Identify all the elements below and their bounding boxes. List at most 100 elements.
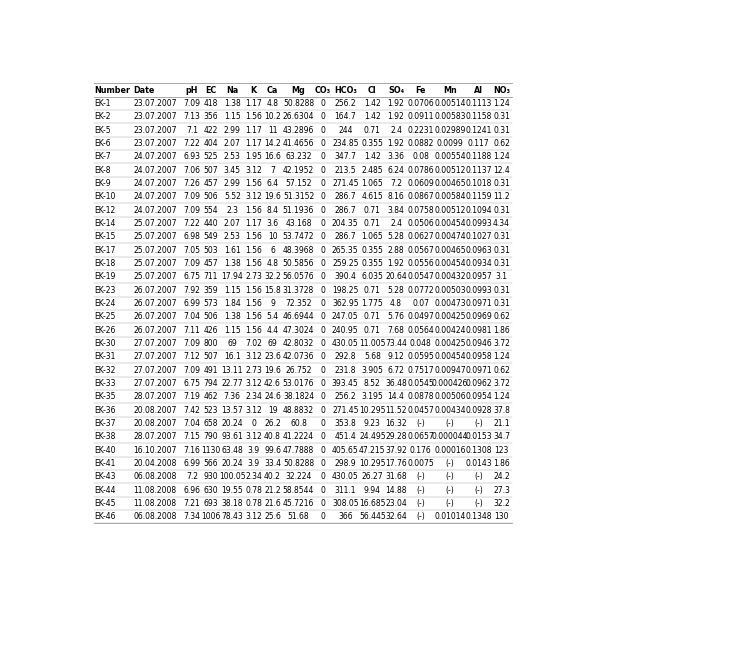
Text: 353.8: 353.8 [334,419,356,428]
Text: 21.2: 21.2 [264,486,281,495]
Text: 503: 503 [204,245,219,255]
Text: 31.3728: 31.3728 [283,286,314,295]
Text: 9.94: 9.94 [364,486,381,495]
Text: 3.12: 3.12 [245,512,262,521]
Text: 1130: 1130 [202,446,221,455]
Text: 286.7: 286.7 [334,233,356,242]
Text: 0.71: 0.71 [364,326,381,335]
Text: 53.0176: 53.0176 [283,379,314,388]
Text: 2.73: 2.73 [245,366,262,375]
Text: 20.24: 20.24 [222,419,243,428]
Text: Number: Number [94,86,130,95]
Text: 462: 462 [204,392,218,401]
Text: 1.17: 1.17 [245,99,262,108]
Text: 25.07.2007: 25.07.2007 [133,272,177,281]
Text: 51.1936: 51.1936 [283,205,314,214]
Text: 0.00514: 0.00514 [434,99,466,108]
Text: 93.61: 93.61 [222,432,243,441]
Text: 573: 573 [204,299,219,308]
Text: 7.22: 7.22 [184,219,200,228]
Text: 40.8: 40.8 [264,432,281,441]
Text: 1.17: 1.17 [245,139,262,148]
Text: 0.71: 0.71 [364,286,381,295]
Text: 0.00554: 0.00554 [434,152,466,162]
Text: 2.07: 2.07 [224,219,241,228]
Text: 47.215: 47.215 [359,446,386,455]
Text: 259.25: 259.25 [332,259,358,268]
Text: 19.55: 19.55 [222,486,243,495]
Text: 1.56: 1.56 [245,259,262,268]
Text: 0.1113: 0.1113 [465,99,492,108]
Text: 0.0878: 0.0878 [407,392,434,401]
Text: 1.42: 1.42 [364,112,381,121]
Text: 7: 7 [270,165,275,174]
Text: 0.0969: 0.0969 [465,312,492,321]
Text: 14.2: 14.2 [264,139,281,148]
Text: 430.05: 430.05 [332,339,358,348]
Text: 0.71: 0.71 [364,219,381,228]
Text: 800: 800 [204,339,218,348]
Text: (-): (-) [474,486,483,495]
Text: 29.28: 29.28 [385,432,407,441]
Text: 0: 0 [321,432,325,441]
Text: 7.16: 7.16 [184,446,200,455]
Text: 422: 422 [204,126,218,134]
Text: 0: 0 [321,193,325,202]
Text: 790: 790 [204,432,219,441]
Text: 21.1: 21.1 [493,419,510,428]
Text: 204.35: 204.35 [332,219,358,228]
Text: 51.68: 51.68 [288,512,309,521]
Text: 0.0993: 0.0993 [465,219,492,228]
Text: 53.7472: 53.7472 [283,233,314,242]
Text: 0.0786: 0.0786 [407,165,434,174]
Text: 1.24: 1.24 [493,152,510,162]
Text: 48.8832: 48.8832 [283,406,314,415]
Text: 23.07.2007: 23.07.2007 [133,126,177,134]
Text: 0.31: 0.31 [493,205,510,214]
Text: 7.06: 7.06 [183,165,201,174]
Text: 1.56: 1.56 [245,179,262,188]
Text: 26.07.2007: 26.07.2007 [133,286,177,295]
Text: 491: 491 [204,366,218,375]
Text: 24.2: 24.2 [493,472,510,481]
Text: 34.7: 34.7 [493,432,510,441]
Text: 0.00473: 0.00473 [434,299,466,308]
Text: 3.72: 3.72 [493,339,510,348]
Text: 1.38: 1.38 [224,99,241,108]
Text: EK-19: EK-19 [94,272,116,281]
Text: 8.52: 8.52 [364,379,381,388]
Text: 11.08.2008: 11.08.2008 [133,486,176,495]
Text: 0: 0 [321,272,325,281]
Text: 0: 0 [321,366,325,375]
Text: 23.04: 23.04 [385,499,407,508]
Text: 7.09: 7.09 [183,366,201,375]
Text: 0.00434: 0.00434 [434,406,466,415]
Text: 43.2896: 43.2896 [283,126,314,134]
Text: 27.07.2007: 27.07.2007 [133,352,177,361]
Text: 25.07.2007: 25.07.2007 [133,219,177,228]
Text: 16.1: 16.1 [224,352,241,361]
Text: 8.16: 8.16 [388,193,404,202]
Text: 1.15: 1.15 [224,112,241,121]
Text: 6: 6 [270,245,275,255]
Text: 7.1: 7.1 [186,126,198,134]
Text: 0.71: 0.71 [364,126,381,134]
Text: 2.34: 2.34 [245,392,262,401]
Text: 6.035: 6.035 [361,272,383,281]
Text: 693: 693 [204,499,219,508]
Text: 0: 0 [321,205,325,214]
Text: 16.10.2007: 16.10.2007 [133,446,177,455]
Text: 17.76: 17.76 [385,459,407,468]
Text: 0: 0 [321,379,325,388]
Text: 240.95: 240.95 [332,326,358,335]
Text: 6.99: 6.99 [183,299,201,308]
Text: 0.31: 0.31 [493,245,510,255]
Text: 06.08.2008: 06.08.2008 [133,512,177,521]
Text: 14.4: 14.4 [388,392,405,401]
Text: 405.65: 405.65 [332,446,358,455]
Text: 38.18: 38.18 [222,499,243,508]
Text: 33.4: 33.4 [264,459,281,468]
Text: 7.09: 7.09 [183,205,201,214]
Text: 9.23: 9.23 [364,419,381,428]
Text: 0.0962: 0.0962 [465,379,492,388]
